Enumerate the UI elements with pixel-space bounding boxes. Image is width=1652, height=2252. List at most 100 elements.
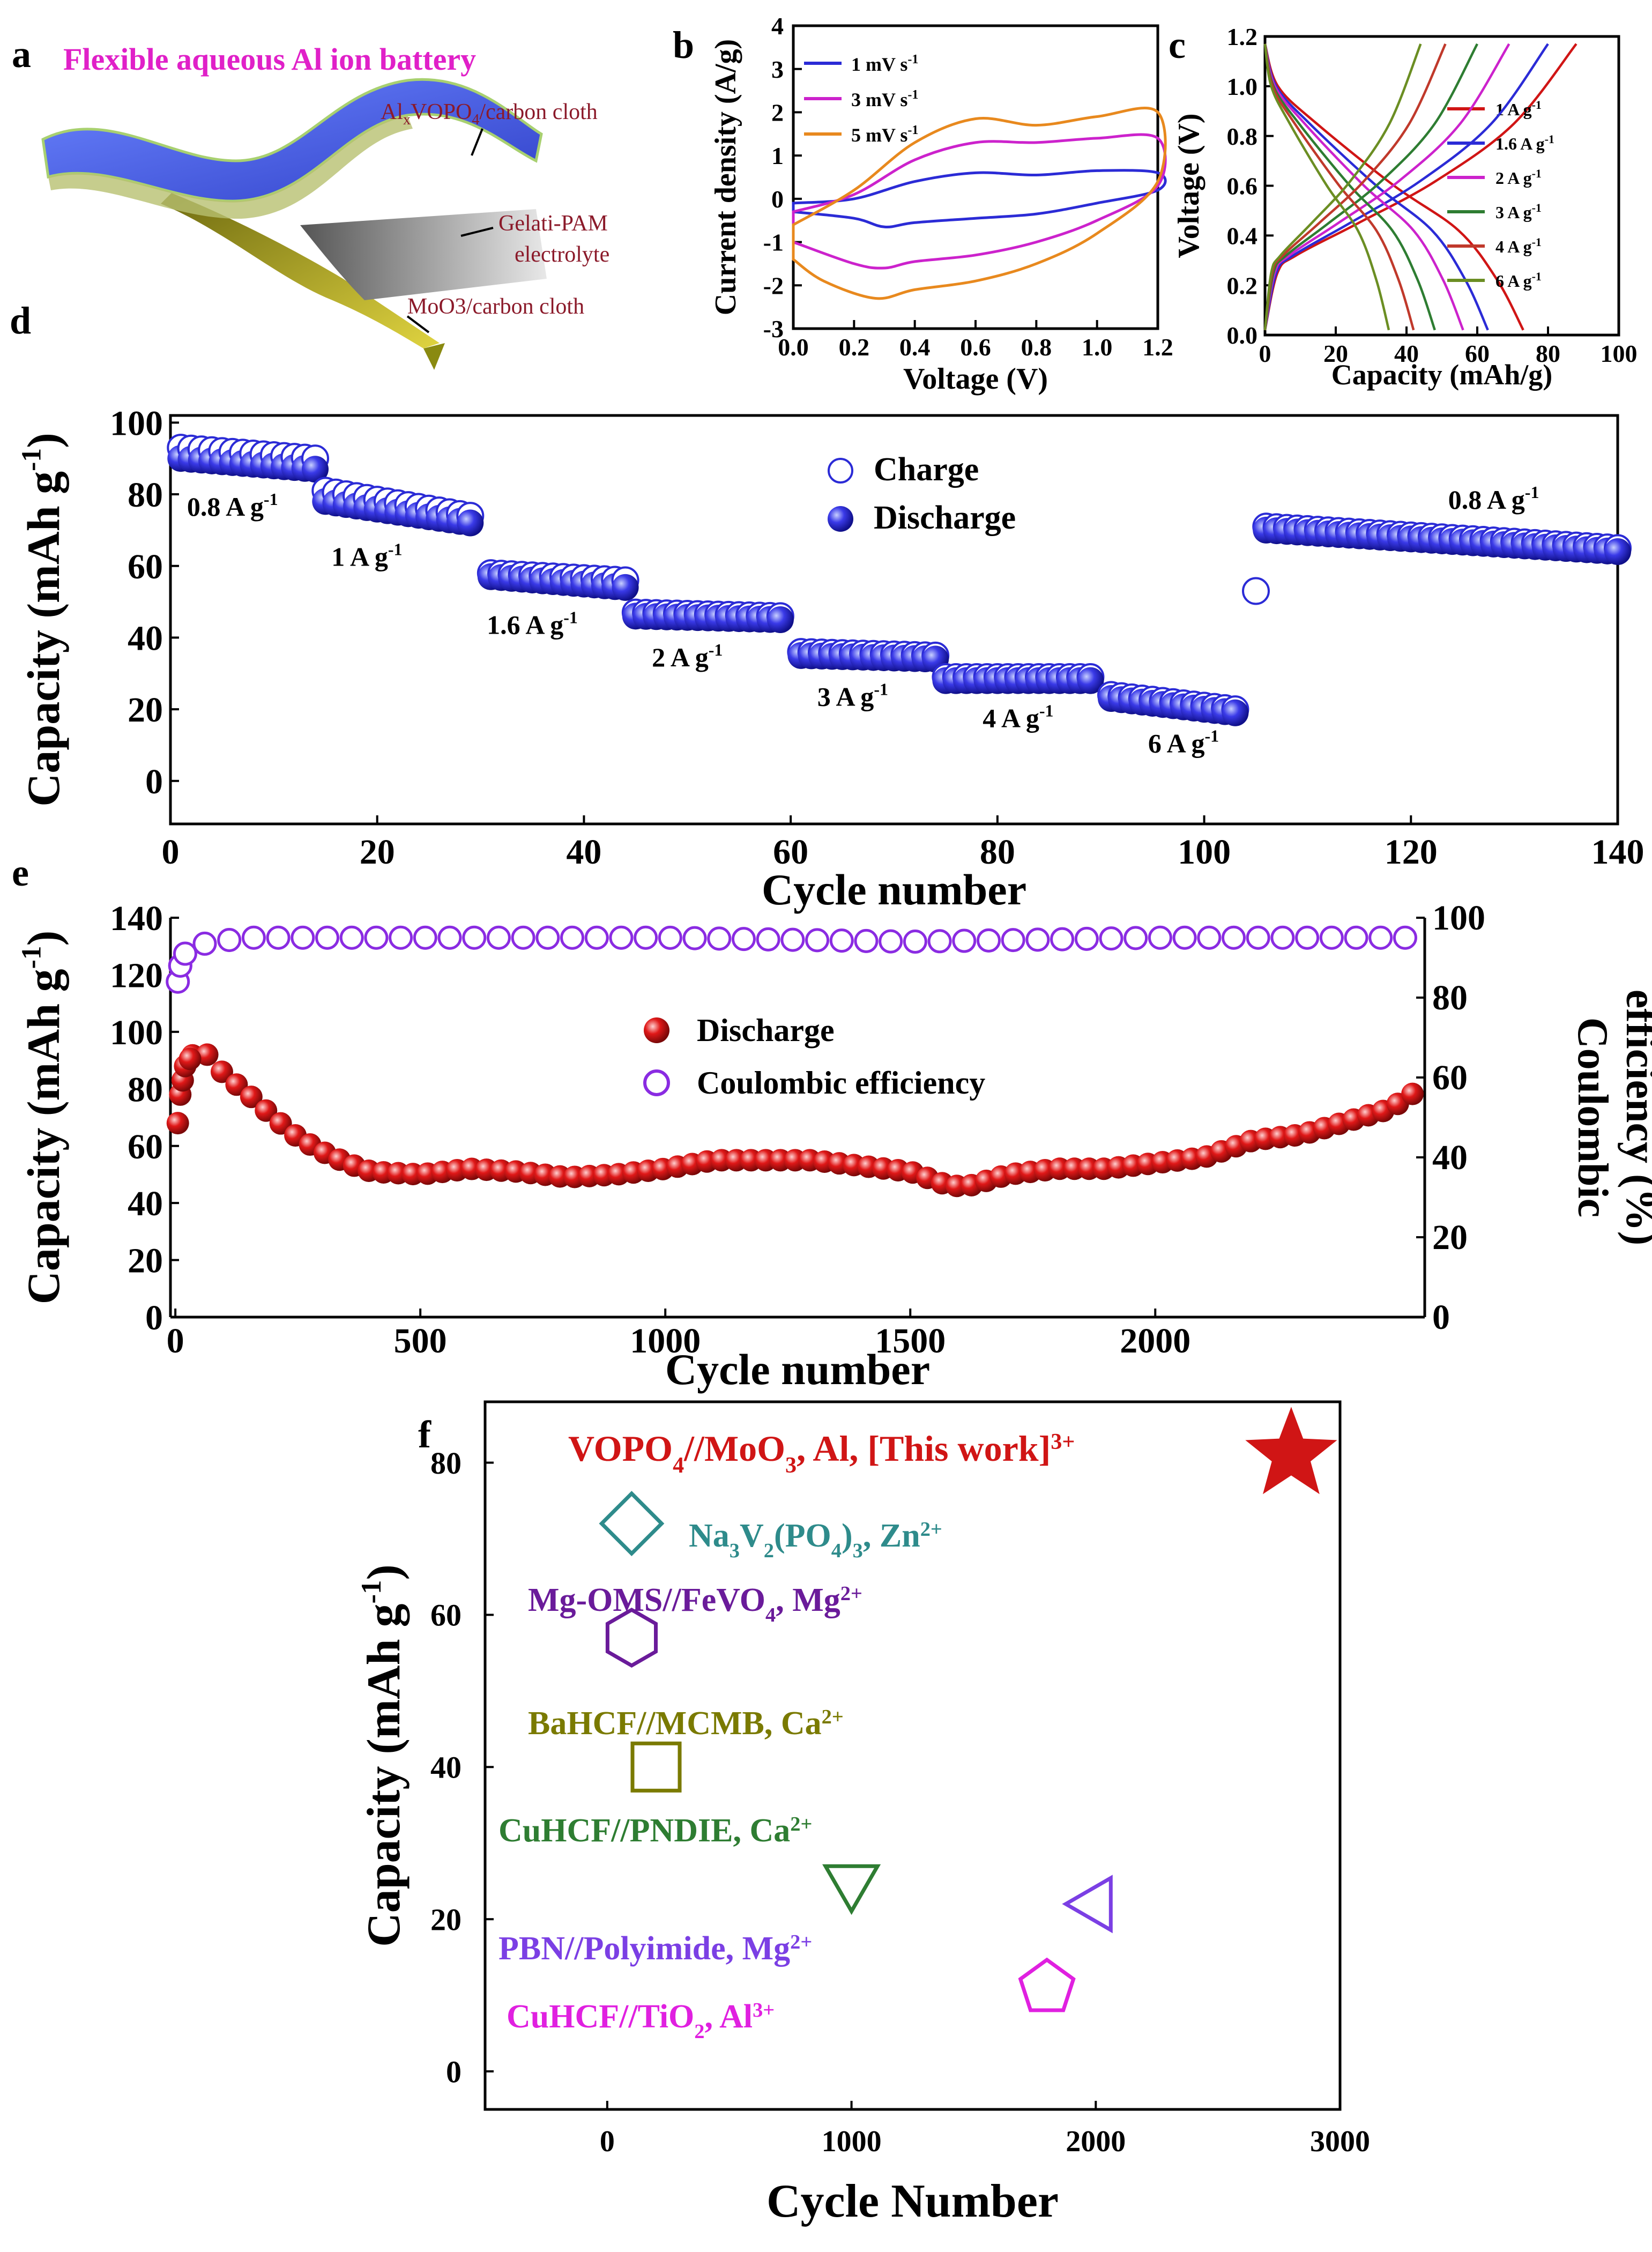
chart-d-xtick-label: 60 xyxy=(773,833,808,872)
chart-c-xtick-label: 100 xyxy=(1601,340,1638,367)
electrolyte-label-2: electrolyte xyxy=(515,242,609,267)
chart-d-legend-charge-label: Charge xyxy=(874,451,979,488)
chart-d-discharge-point xyxy=(767,606,794,633)
chart-d-frame xyxy=(169,414,1619,826)
chart-e-ce-point xyxy=(854,928,879,953)
chart-e-y2tick-label: 0 xyxy=(1432,1298,1450,1337)
chart-d-legend-discharge-marker xyxy=(828,506,853,532)
chart-d-ytick-label: 0 xyxy=(145,762,163,801)
chart-f-point-label: BaHCF//MCMB, Ca2+ xyxy=(528,1705,844,1742)
chart-f-xtick-label: 0 xyxy=(600,2125,615,2158)
chart-c-discharge-curve xyxy=(1263,43,1415,331)
chart-d-discharge-point xyxy=(1222,699,1249,726)
chart-e-y2tick-label: 40 xyxy=(1432,1138,1468,1177)
chart-e-ytick-label: 100 xyxy=(110,1013,163,1052)
chart-e-ce-point xyxy=(1025,927,1050,952)
panel-letter-a: a xyxy=(12,33,31,76)
chart-e-legend-ce-marker xyxy=(643,1069,670,1096)
chart-b-xtick-label: 1.2 xyxy=(1142,333,1173,361)
chart-e-ce-point xyxy=(364,925,389,950)
chart-d-discharge-point xyxy=(612,574,639,601)
panel-letter-c: c xyxy=(1169,24,1186,66)
chart-d-xlabel: Cycle number xyxy=(762,865,1026,914)
chart-e-ce-point xyxy=(1074,926,1099,951)
chart-d-ytick-label: 40 xyxy=(128,619,163,658)
chart-b-xtick-label: 0.4 xyxy=(899,333,931,361)
chart-f-point-label: PBN//Polyimide, Mg2+ xyxy=(498,1930,812,1967)
chart-e-discharge-point xyxy=(210,1060,233,1083)
chart-c-xtick-label: 0 xyxy=(1259,340,1271,367)
chart-d-legend-discharge-label: Discharge xyxy=(874,500,1016,536)
chart-e-ce-point xyxy=(462,925,487,950)
chart-c-xtick-label: 40 xyxy=(1394,340,1419,367)
chart-e-ytick-label: 80 xyxy=(128,1070,163,1109)
chart-d-legend-charge-marker xyxy=(828,458,853,484)
chart-e-xtick-label: 0 xyxy=(167,1321,184,1361)
chart-c-xtick-label: 80 xyxy=(1536,340,1560,367)
chart-e-ce-point xyxy=(241,925,266,950)
chart-c-legend-label: 2 A g-1 xyxy=(1495,167,1542,188)
chart-c-ytick-label: 0.2 xyxy=(1227,272,1258,299)
chart-e-ytick-label: 20 xyxy=(128,1242,163,1281)
chart-f-ytick-label: 60 xyxy=(430,1598,462,1633)
chart-f-xlabel: Cycle Number xyxy=(767,2175,1059,2227)
chart-e-ce-point xyxy=(266,925,291,950)
chart-f-point-hexagon xyxy=(605,1607,658,1668)
chart-e-ce-point xyxy=(682,926,707,950)
chart-e-legend-discharge-marker xyxy=(644,1017,669,1043)
chart-f-ylabel: Capacity (mAh g-1) xyxy=(356,1564,410,1947)
chart-b-ylabel: Current density (A/g) xyxy=(709,39,742,315)
chart-d-ytick-label: 80 xyxy=(128,475,163,515)
chart-b-ytick-label: -1 xyxy=(763,229,784,256)
chart-c-ytick-label: 0.8 xyxy=(1227,123,1258,150)
chart-e-ce-point xyxy=(756,927,780,952)
chart-e-ce-point xyxy=(315,925,339,950)
chart-c-ytick-label: 0.6 xyxy=(1227,173,1258,200)
chart-e-ce-point xyxy=(1344,925,1368,950)
chart-e-ce-point xyxy=(192,931,217,956)
chart-e-ytick-label: 120 xyxy=(110,956,163,995)
chart-f-point-star xyxy=(1245,1407,1337,1495)
chart-d-rate-label: 0.8 A g-1 xyxy=(187,489,278,522)
chart-e-y2tick-label: 60 xyxy=(1432,1058,1468,1097)
chart-e-ce-point xyxy=(413,925,437,950)
chart-e-y2tick-label: 80 xyxy=(1432,978,1468,1017)
chart-b-legend-label: 1 mV s-1 xyxy=(851,53,918,75)
chart-e-ytick-label: 0 xyxy=(145,1298,163,1337)
chart-e-ce-point xyxy=(952,928,977,953)
chart-e-ce-point xyxy=(486,925,511,950)
chart-e-ce-point xyxy=(1001,928,1025,953)
chart-e-ce-point xyxy=(1368,925,1393,950)
chart-c-legend-label: 3 A g-1 xyxy=(1495,201,1542,222)
chart-d-discharge-point xyxy=(1077,667,1104,694)
chart-e-ce-point xyxy=(731,927,756,952)
anode-tip xyxy=(423,343,445,370)
chart-e-xlabel: Cycle number xyxy=(665,1345,930,1394)
chart-c-charge-curve xyxy=(1263,43,1549,331)
chart-d-xtick-label: 20 xyxy=(360,833,395,872)
chart-e-ce-point xyxy=(291,925,315,950)
chart-c-ytick-label: 0.4 xyxy=(1227,222,1258,249)
chart-e-y2label-2: efficiency (%) xyxy=(1617,990,1652,1246)
chart-e-ce-point xyxy=(879,929,903,954)
chart-b-series-line xyxy=(792,133,1167,270)
chart-e-ce-point xyxy=(1050,927,1075,952)
chart-f-point-square xyxy=(630,1741,682,1793)
chart-e-ce-point xyxy=(560,925,585,950)
chart-d-rate-label: 2 A g-1 xyxy=(652,640,723,672)
chart-c-ylabel: Voltage (V) xyxy=(1172,113,1205,258)
chart-b-ytick-label: 3 xyxy=(771,56,784,83)
chart-d-rate-label: 6 A g-1 xyxy=(1148,726,1219,758)
electrolyte-label-1: Gelati-PAM xyxy=(498,211,608,236)
chart-b-ytick-label: -3 xyxy=(763,315,784,343)
chart-e-ce-point xyxy=(1222,925,1246,950)
chart-c-legend-label: 4 A g-1 xyxy=(1495,235,1542,256)
chart-e-discharge-point xyxy=(178,1047,202,1071)
chart-d-rate-label: 1 A g-1 xyxy=(331,540,402,572)
chart-b-legend-label: 5 mV s-1 xyxy=(851,123,918,146)
chart-e-discharge-point xyxy=(240,1086,263,1109)
chart-b-frame xyxy=(792,24,1159,330)
cathode-label: AlxVOPO4/carbon cloth xyxy=(381,100,598,128)
panel-letter-f: f xyxy=(418,1413,431,1456)
